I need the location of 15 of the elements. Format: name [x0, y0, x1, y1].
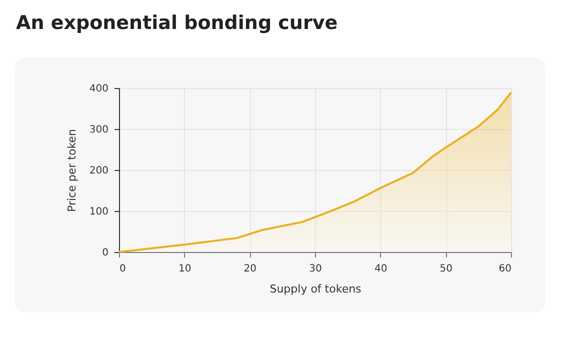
x-tick-label: 0: [120, 264, 126, 274]
y-tick-label: 300: [89, 124, 108, 136]
x-tick-label: 30: [309, 264, 322, 274]
x-tick-label: 10: [178, 264, 192, 274]
x-tick-label: 50: [440, 264, 453, 274]
y-axis-title: Price per token: [65, 129, 78, 212]
y-tick-label: 100: [89, 206, 108, 218]
x-axis-title: Supply of tokens: [270, 282, 362, 296]
x-tick-label: 20: [244, 264, 257, 274]
y-tick-label: 0: [102, 248, 108, 258]
y-tick-label: 400: [89, 84, 108, 94]
x-tick-label: 60: [498, 264, 512, 274]
chart-title: An exponential bonding curve: [16, 12, 338, 34]
x-tick-label: 40: [374, 264, 388, 274]
y-tick-label: 200: [89, 166, 108, 176]
